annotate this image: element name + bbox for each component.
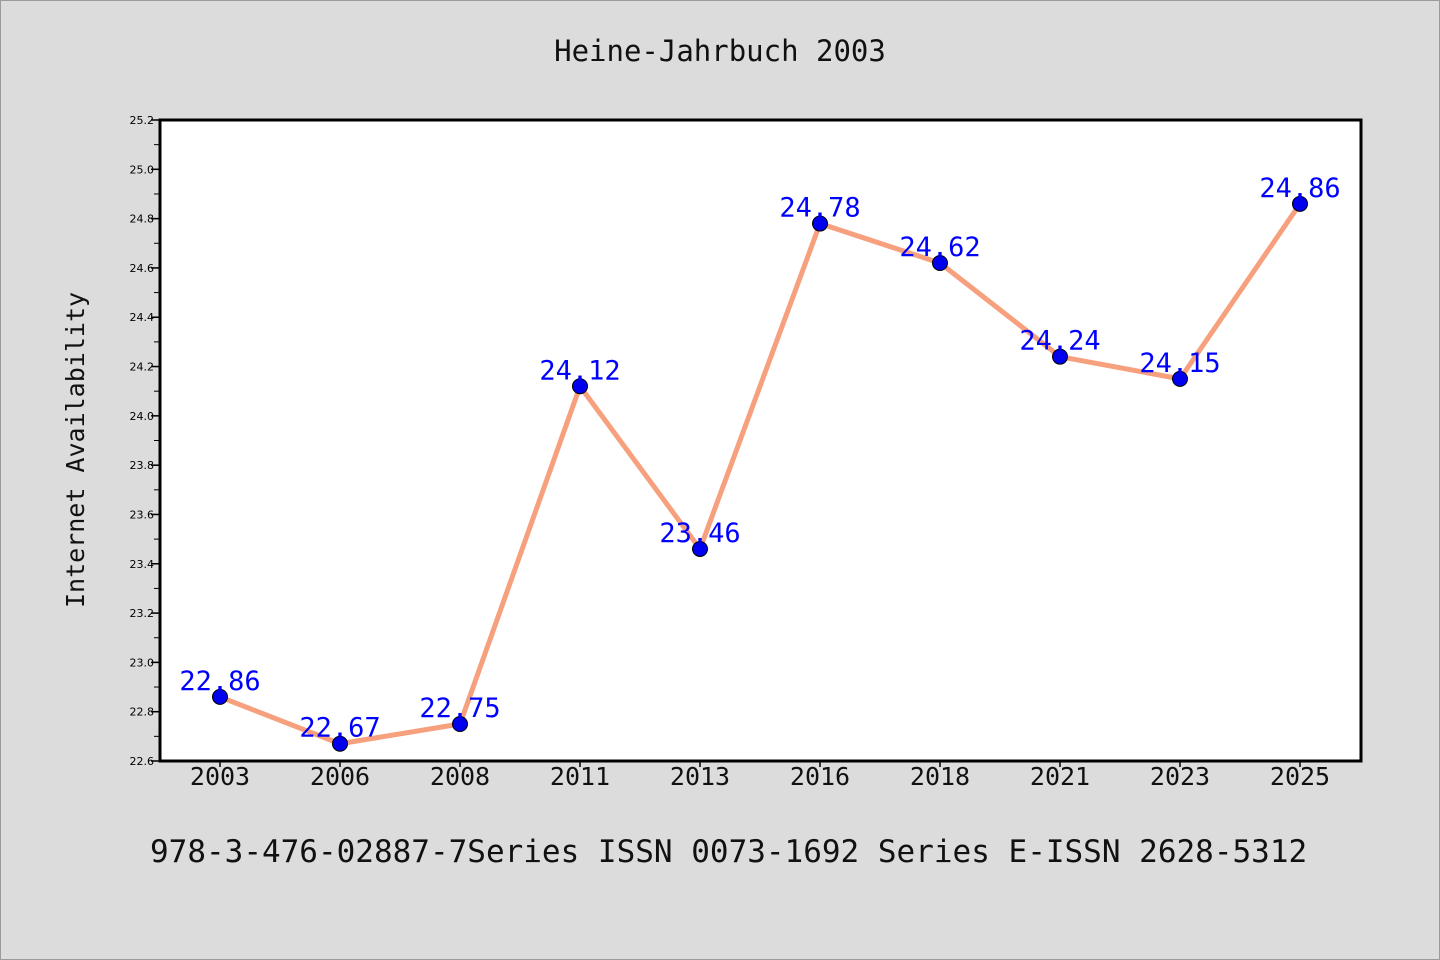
y-tick-label: 24.0 (130, 410, 155, 423)
data-point (932, 254, 948, 271)
data-label: 24.78 (779, 193, 860, 224)
y-tick-label: 25.0 (130, 163, 155, 176)
y-tick-label: 23.8 (130, 459, 155, 472)
data-label: 24.15 (1139, 348, 1220, 379)
chart-title: Heine-Jahrbuch 2003 (554, 34, 886, 68)
data-point (1172, 370, 1188, 387)
data-label: 22.67 (299, 713, 380, 744)
x-tick-label: 2018 (910, 762, 970, 791)
x-tick-label: 2011 (550, 762, 610, 791)
data-point (692, 540, 708, 557)
y-tick-label: 22.8 (130, 706, 155, 719)
y-tick-label: 24.2 (130, 361, 155, 374)
x-tick-label: 2021 (1030, 762, 1090, 791)
data-label: 24.62 (899, 232, 980, 263)
data-label: 24.86 (1259, 173, 1340, 204)
x-tick-label: 2023 (1150, 762, 1210, 791)
data-labels: 22.86 22.67 22.75 24.12 23.46 24.78 24.62 24.24… (179, 173, 1340, 744)
x-tick-label: 2003 (190, 762, 250, 791)
y-axis-ticks: 22.6 22.8 23.0 23.2 23.4 23.6 23.8 24.0 24.2 24.4… (130, 114, 160, 768)
plot-area (158, 118, 1363, 763)
data-label: 22.86 (179, 666, 260, 697)
data-label: 24.24 (1019, 326, 1100, 357)
data-point (332, 735, 348, 752)
data-point (452, 716, 468, 733)
y-tick-label: 25.2 (130, 114, 155, 127)
data-point (1052, 348, 1068, 365)
data-points (212, 195, 1308, 752)
y-tick-label: 23.2 (130, 607, 155, 620)
data-label: 24.12 (539, 355, 620, 386)
y-tick-label: 24.6 (130, 262, 155, 275)
data-label: 22.75 (419, 693, 500, 724)
data-point (812, 215, 828, 232)
x-tick-label: 2025 (1270, 762, 1330, 791)
y-tick-label: 24.4 (130, 311, 155, 324)
footer-note: 978-3-476-02887-7Series ISSN 0073-1692 S… (150, 834, 1308, 870)
series-line (219, 202, 1303, 747)
y-tick-label: 23.6 (130, 508, 155, 521)
y-tick-label: 23.0 (130, 656, 155, 669)
x-axis-ticks: 2003 2006 2008 2011 2013 2016 2018 2021 2023 2025 (190, 761, 1330, 791)
data-point (212, 688, 228, 705)
data-point (1292, 195, 1308, 212)
x-tick-label: 2013 (670, 762, 730, 791)
x-tick-label: 2008 (430, 762, 490, 791)
data-label: 23.46 (659, 518, 740, 549)
y-tick-label: 23.4 (130, 558, 155, 571)
y-tick-label: 24.8 (130, 213, 155, 226)
x-tick-label: 2006 (310, 762, 370, 791)
x-tick-label: 2016 (790, 762, 850, 791)
y-tick-label: 22.6 (130, 755, 155, 768)
data-point (572, 378, 588, 395)
y-axis-label: Internet Availability (61, 292, 90, 608)
